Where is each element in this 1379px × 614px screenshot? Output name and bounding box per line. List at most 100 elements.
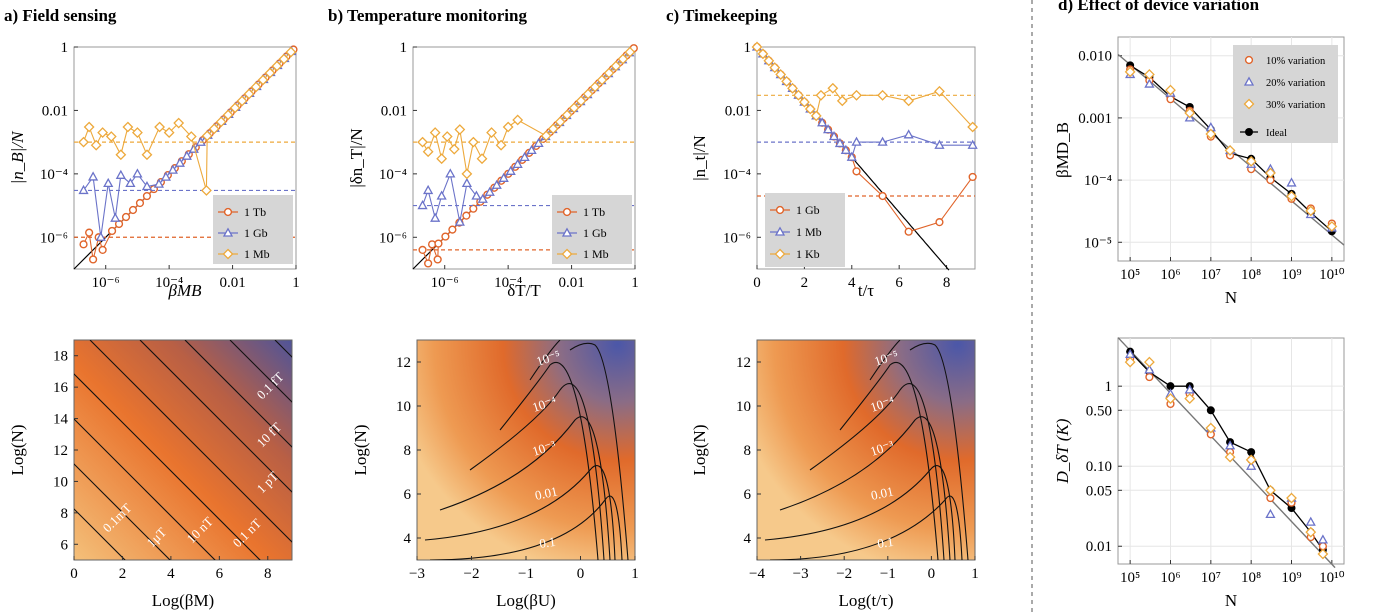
d-top-xlabel: N	[1225, 288, 1237, 307]
a-top-point-2	[201, 185, 212, 196]
b-bottom-ytick-label: 8	[404, 443, 412, 459]
a-top-point-2	[173, 117, 185, 129]
d-top-xtick-label: 10⁶	[1160, 267, 1180, 283]
b-top-point-1	[445, 168, 456, 178]
c-top-ytick-label: 10⁻⁴	[723, 167, 751, 183]
c-top-point-2	[877, 89, 889, 101]
b-top-point-2	[495, 139, 507, 151]
b-top-point-1	[512, 158, 523, 168]
b-top-point-2	[486, 127, 497, 139]
b-bottom-ytick-label: 6	[404, 487, 412, 503]
d-top-xtick-label: 10⁸	[1241, 267, 1261, 283]
legA-swatch-marker-1	[222, 227, 234, 237]
a-top-point-1	[188, 143, 199, 153]
a-top-point-2	[215, 116, 227, 128]
d-bottom-ytick-label: 1	[1105, 379, 1113, 395]
d-top-point-3	[1245, 155, 1257, 167]
c-top-point-1	[817, 117, 828, 127]
c-bottom-ytick-label: 4	[744, 531, 752, 547]
a-top-point-2	[83, 121, 95, 133]
c-contour-lines	[764, 340, 969, 560]
c-bottom-xtick-label: −1	[880, 566, 896, 582]
a-top-ylabel: |n_B|/N	[8, 130, 27, 184]
b-top-point-2	[502, 121, 514, 133]
c-top-point-2	[903, 95, 915, 107]
b-top-point-1	[436, 190, 447, 200]
b-top-point-2	[422, 146, 434, 158]
legB-swatch-marker-1	[561, 227, 573, 237]
a-top-point-2	[115, 149, 127, 161]
d-bottom-point-3	[1165, 393, 1176, 404]
b-top-point-1	[423, 184, 434, 195]
b-top-point-2	[436, 153, 448, 165]
c-bottom-xtick-label: −4	[749, 566, 765, 582]
b-top-point-1	[491, 179, 502, 189]
legB-swatch-marker-0	[562, 207, 572, 217]
c-contour-label-1: 0.1	[876, 534, 894, 551]
b-top-point-0	[441, 232, 450, 241]
c-bottom-ylabel: Log(N)	[690, 425, 709, 476]
a-top-point-2	[222, 109, 234, 121]
b-top-point-2	[467, 136, 479, 148]
b-top-point-2	[512, 114, 524, 126]
d-top-point-3	[1286, 190, 1297, 202]
a-top-point-1	[87, 171, 99, 181]
legD-swatch-marker-3	[1245, 128, 1253, 136]
panel-c-title: c) Timekeeping	[666, 6, 778, 25]
b-top-point-0	[418, 245, 427, 255]
b-top-ylabel: |δn_T|/N	[347, 128, 366, 187]
d-bottom-point-3	[1305, 526, 1317, 538]
a-top-point-0	[107, 226, 117, 236]
b-top-point-2	[448, 143, 460, 155]
a-top-point-1	[103, 177, 114, 188]
a-top-point-0	[79, 240, 88, 249]
a-top-point-0	[121, 212, 131, 222]
d-bottom-xtick-label: 10¹⁰	[1319, 570, 1345, 586]
a-top-point-1	[78, 184, 89, 195]
d-bottom-point-3	[1245, 454, 1257, 466]
b-top-point-1	[498, 172, 509, 182]
a-top-point-1	[141, 180, 153, 191]
d-bottom-point-3	[1317, 548, 1329, 560]
b-top-point-1	[505, 165, 516, 175]
d-bottom-ytick-label: 0.10	[1086, 459, 1112, 475]
legD-label-3: Ideal	[1266, 128, 1287, 139]
c-top-point-2	[836, 95, 848, 107]
c-top-point-1	[840, 144, 851, 154]
b-top-point-1	[533, 137, 544, 148]
a-contour-lines	[74, 340, 292, 560]
a-bottom-ytick-label: 18	[53, 349, 68, 365]
b-top-point-2	[582, 88, 594, 100]
d-bottom-point-2	[1305, 516, 1316, 526]
c-bottom-xtick-label: 0	[928, 566, 936, 582]
c-top-point-2	[757, 48, 769, 60]
d-bottom-point-2	[1184, 384, 1195, 394]
a-top-point-2	[132, 127, 143, 139]
legend-c: 1 Gb 1 Mb 1 Kb	[765, 193, 845, 267]
c-top-point-2	[798, 96, 810, 108]
a-top-point-0	[88, 255, 98, 264]
b-top-point-0	[469, 204, 478, 213]
b-top-point-2	[429, 127, 441, 139]
c-top-point-0	[852, 167, 861, 176]
a-top-point-1	[167, 164, 178, 174]
a-top-point-0	[135, 198, 145, 208]
b-top-point-1	[484, 186, 495, 196]
b-top-xtick-label: 10⁻⁶	[431, 275, 459, 291]
c-top-point-2	[769, 62, 781, 74]
b-top-point-1	[477, 193, 488, 203]
b-top-point-0	[433, 255, 442, 264]
d-top-point-3	[1205, 128, 1217, 140]
a-top-point-2	[264, 67, 276, 79]
a-top-ytick-label: 10⁻⁴	[40, 167, 68, 183]
b-bottom-xtick-label: 0	[577, 566, 585, 582]
d-top-xtick-label: 10⁵	[1120, 267, 1140, 283]
b-top-point-2	[454, 124, 466, 135]
b-contour-label-3: 10⁻³	[530, 437, 557, 459]
a-top-point-2	[236, 95, 248, 107]
d-top-point-3	[1224, 145, 1236, 156]
legend-a: 1 Tb 1 Gb 1 Mb	[213, 195, 293, 264]
d-top-ylabel: βMD_B	[1053, 122, 1072, 178]
a-bottom-ytick-label: 14	[53, 412, 69, 428]
